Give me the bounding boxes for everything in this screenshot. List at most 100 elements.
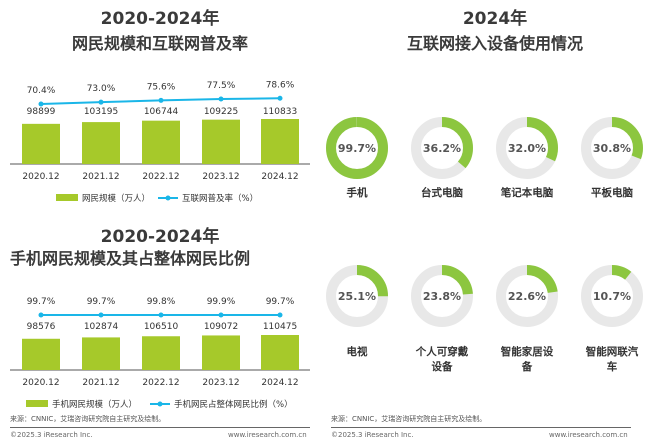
donut-arc <box>496 117 558 179</box>
line-value-label: 78.6% <box>266 80 295 90</box>
line-point <box>218 96 224 102</box>
source-note-right: 来源：CNNIC，艾瑞咨询研究院自主研究及绘制。 <box>331 415 487 423</box>
chart1-title: 2020-2024年 <box>100 9 220 29</box>
donut-category-label: 备 <box>521 360 533 373</box>
bar <box>261 335 299 370</box>
bar <box>142 120 180 164</box>
line-value-label: 99.9% <box>207 297 236 307</box>
bar <box>82 122 120 164</box>
bar-value-label: 106744 <box>144 107 179 117</box>
donut-arc <box>581 117 643 179</box>
line-point <box>277 312 283 318</box>
donut-category-label: 笔记本电脑 <box>501 186 554 199</box>
donut-value-label: 36.2% <box>423 142 461 155</box>
legend-label-bar: 手机网民规模（万人） <box>52 399 137 410</box>
legend-label-bar: 网民规模（万人） <box>82 193 150 204</box>
bar-value-label: 98576 <box>27 322 56 332</box>
x-tick-label: 2020.12 <box>22 378 59 388</box>
line-point <box>277 95 283 101</box>
donut-value-label: 25.1% <box>338 290 376 303</box>
donut-category-label: 设备 <box>432 360 453 373</box>
line-value-label: 77.5% <box>207 81 236 91</box>
bar <box>82 337 120 370</box>
legend-label-line: 互联网普及率（%） <box>182 193 258 204</box>
line-value-label: 75.6% <box>147 82 176 92</box>
chart2-subtitle: 手机网民规模及其占整体网民比例 <box>10 249 251 268</box>
donut-arc <box>326 117 388 179</box>
bar-value-label: 110833 <box>263 107 297 117</box>
bar <box>142 336 180 370</box>
bar-value-label: 103195 <box>84 107 118 117</box>
copyright-left: ©2025.3 iResearch Inc. <box>10 431 93 439</box>
donut-arc <box>496 265 558 327</box>
line-value-label: 99.7% <box>87 297 116 307</box>
x-tick-label: 2022.12 <box>142 378 179 388</box>
donut-category-label: 个人可穿戴 <box>415 345 469 358</box>
line-value-label: 99.8% <box>147 297 176 307</box>
line-value-label: 73.0% <box>87 84 116 94</box>
bar <box>22 123 60 164</box>
chart1-subtitle: 网民规模和互联网普及率 <box>71 34 248 53</box>
donut-category-label: 智能网联汽 <box>585 345 639 358</box>
legend-marker <box>157 401 163 407</box>
bar-value-label: 102874 <box>84 322 119 332</box>
donut-arc <box>411 265 473 327</box>
legend-marker <box>165 195 171 201</box>
line-value-label: 99.7% <box>27 297 56 307</box>
url-left: www.iresearch.com.cn <box>228 431 307 439</box>
x-tick-label: 2024.12 <box>261 378 298 388</box>
donut-category-label: 智能家居设 <box>500 345 554 358</box>
bar-value-label: 98899 <box>27 107 56 117</box>
bar-value-label: 109225 <box>204 107 238 117</box>
donut-value-label: 23.8% <box>423 290 461 303</box>
chart2-title: 2020-2024年 <box>100 227 220 247</box>
bar-value-label: 109072 <box>204 322 238 332</box>
line-point <box>98 312 104 318</box>
donut-value-label: 10.7% <box>593 290 631 303</box>
donut-category-label: 台式电脑 <box>421 186 463 199</box>
line-value-label: 99.7% <box>266 297 295 307</box>
url-right: www.iresearch.com.cn <box>549 431 628 439</box>
bar-value-label: 106510 <box>144 322 179 332</box>
donut-category-label: 电视 <box>347 345 368 358</box>
x-tick-label: 2022.12 <box>142 172 179 182</box>
line-point <box>38 312 44 318</box>
donut-category-label: 车 <box>607 360 618 373</box>
donut-value-label: 32.0% <box>508 142 546 155</box>
x-tick-label: 2020.12 <box>22 172 59 182</box>
copyright-right: ©2025.3 iResearch Inc. <box>331 431 414 439</box>
x-tick-label: 2021.12 <box>82 172 119 182</box>
donut-arc <box>411 117 473 179</box>
source-note-left: 来源：CNNIC，艾瑞咨询研究院自主研究及绘制。 <box>10 415 166 423</box>
x-tick-label: 2023.12 <box>202 378 239 388</box>
bar <box>261 119 299 164</box>
legend-swatch-bar <box>26 400 48 407</box>
bar <box>202 119 240 164</box>
chart3-subtitle: 互联网接入设备使用情况 <box>406 34 583 53</box>
donut-value-label: 30.8% <box>593 142 631 155</box>
divider-left <box>10 427 310 428</box>
line-point <box>158 97 164 103</box>
chart3-title: 2024年 <box>462 9 528 29</box>
x-tick-label: 2021.12 <box>82 378 119 388</box>
donut-value-label: 99.7% <box>338 142 376 155</box>
bar <box>22 338 60 370</box>
donut-arc <box>581 265 643 327</box>
bar-value-label: 110475 <box>263 322 297 332</box>
legend-label-line: 手机网民占整体网民比例（%） <box>174 399 293 410</box>
line-value-label: 70.4% <box>27 86 56 96</box>
donut-arc <box>326 265 388 327</box>
bar <box>202 335 240 370</box>
x-tick-label: 2024.12 <box>261 172 298 182</box>
donut-category-label: 平板电脑 <box>591 186 633 199</box>
legend-swatch-bar <box>56 194 78 201</box>
line-point <box>158 312 164 318</box>
donut-value-label: 22.6% <box>508 290 546 303</box>
donut-category-label: 手机 <box>347 186 368 199</box>
line-point <box>218 312 224 318</box>
line-point <box>38 101 44 107</box>
x-tick-label: 2023.12 <box>202 172 239 182</box>
line-point <box>98 99 104 105</box>
divider-right <box>331 427 631 428</box>
